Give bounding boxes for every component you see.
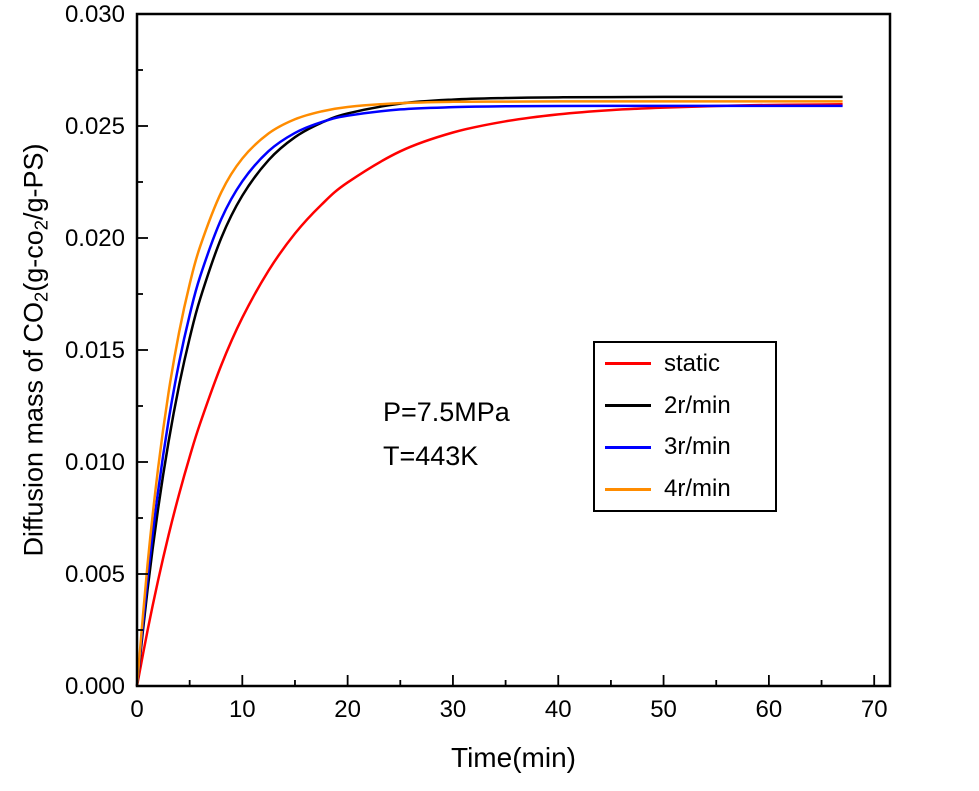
- legend: static 2r/min 3r/min 4r/min: [593, 341, 777, 512]
- y-tick-label: 0.015: [65, 337, 125, 364]
- y-tick-label: 0.005: [65, 561, 125, 588]
- legend-line-2rmin: [605, 404, 651, 408]
- axis-ticks: [136, 13, 876, 687]
- legend-label-2rmin: 2r/min: [664, 391, 731, 419]
- series-4r-min-line: [135, 100, 843, 687]
- legend-item-2rmin: 2r/min: [595, 385, 775, 427]
- x-tick-label: 0: [130, 696, 143, 723]
- x-tick-label: 30: [440, 696, 467, 723]
- y-tick-label: 0.010: [65, 449, 125, 476]
- y-axis-label-subscript: 2: [30, 291, 52, 302]
- x-tick-label: 50: [650, 696, 677, 723]
- annotation-temperature: T=443K: [383, 441, 479, 471]
- y-tick-label: 0.000: [65, 673, 125, 700]
- y-axis-label-text: Diffusion mass of CO: [18, 301, 49, 557]
- plot-frame: [135, 12, 892, 688]
- series-lines: [135, 95, 843, 687]
- legend-line-3rmin: [605, 445, 651, 449]
- series-static-line: [135, 103, 843, 687]
- x-tick-label: 70: [861, 696, 888, 723]
- annotation-pressure: P=7.5MPa: [383, 397, 510, 427]
- y-axis-label-text: /g-PS): [18, 143, 49, 220]
- legend-label-4rmin: 4r/min: [664, 475, 731, 503]
- y-axis-label: Diffusion mass of CO2(g-co2/g-PS): [18, 143, 52, 557]
- legend-item-static: static: [595, 343, 775, 385]
- series-2r-min-line: [135, 95, 843, 687]
- y-tick-label: 0.030: [65, 1, 125, 28]
- y-axis-label-text: (g-co: [18, 230, 49, 292]
- legend-line-static: [605, 362, 651, 366]
- legend-item-4rmin: 4r/min: [595, 468, 775, 510]
- legend-label-3rmin: 3r/min: [664, 433, 731, 461]
- legend-line-4rmin: [605, 487, 651, 491]
- x-tick-label: 20: [334, 696, 361, 723]
- x-tick-label: 10: [229, 696, 256, 723]
- axis-tick-labels: 0 10 20 30 40 50 60 70 0.000 0.005 0.010 0.015 0.020…: [65, 1, 888, 723]
- x-tick-label: 40: [545, 696, 572, 723]
- series-3r-min-line: [135, 104, 843, 687]
- x-tick-label: 60: [756, 696, 783, 723]
- y-axis-label-subscript: 2: [30, 219, 52, 231]
- y-tick-label: 0.025: [65, 113, 125, 140]
- x-axis-label: Time(min): [451, 742, 576, 773]
- legend-item-3rmin: 3r/min: [595, 427, 775, 469]
- legend-label-static: static: [664, 349, 721, 377]
- annotation-conditions: P=7.5MPa T=443K: [383, 390, 510, 478]
- y-tick-label: 0.020: [65, 225, 125, 252]
